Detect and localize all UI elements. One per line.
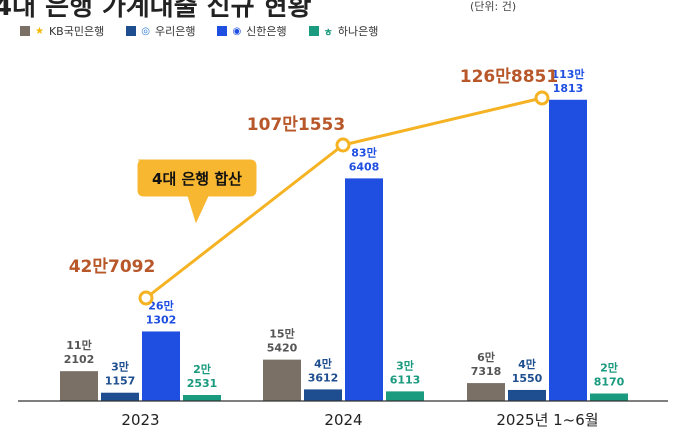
x-tick-label-1: 2024 [324, 411, 362, 429]
bar-label-0-2-1: 7318 [471, 365, 502, 378]
bar-2-2 [549, 99, 587, 402]
bar-label-3-2-0: 2만 [600, 361, 618, 375]
bar-label-2-0-1: 1302 [146, 313, 177, 326]
shinhan-logo-icon: ◉ [232, 25, 242, 37]
bar-2-0 [142, 331, 180, 401]
legend-label-woori: 우리은행 [154, 25, 196, 38]
x-tick-label-0: 2023 [121, 411, 159, 429]
bar-label-2-2-0: 113만 [551, 67, 584, 81]
bar-3-0 [183, 395, 221, 401]
legend-swatch-shinhan [217, 26, 228, 36]
bar-label-1-0-0: 3만 [111, 360, 129, 374]
legend-item-kb: ★ KB국민은행 [20, 23, 104, 39]
bar-0-1 [263, 359, 301, 401]
bar-label-2-2-1: 1813 [553, 82, 584, 95]
legend-label-kb: KB국민은행 [48, 25, 105, 38]
legend-item-shinhan: ◉ 신한은행 [217, 23, 287, 39]
legend-item-hana: ㅎ 하나은행 [308, 23, 379, 39]
bar-1-0 [101, 392, 139, 401]
callout-box: 4대 은행 합산 [137, 159, 257, 224]
total-point-1 [335, 137, 351, 153]
legend-swatch-woori [126, 26, 137, 36]
callout-bubble [137, 159, 257, 224]
bar-1-2 [508, 389, 546, 401]
bar-label-1-2-1: 1550 [512, 372, 543, 385]
total-label-0: 42만7092 [69, 257, 156, 277]
bar-label-3-0-0: 2만 [193, 362, 211, 376]
total-label-2: 126만8851 [460, 67, 558, 87]
bar-label-1-1-0: 4만 [314, 356, 332, 370]
legend-swatch-kb [20, 26, 30, 36]
kb-logo-icon: ★ [35, 25, 44, 37]
legend-swatch-hana [308, 26, 319, 36]
total-label-1: 107만1553 [247, 115, 345, 135]
chart-title: 4대 은행 가계대출 신규 현황 [0, 0, 312, 22]
x-tick-label-2: 2025년 1~6월 [496, 411, 598, 429]
unit-label: (단위: 건) [470, 0, 517, 13]
bar-label-0-0-1: 2102 [64, 353, 95, 366]
bar-0-2 [467, 383, 505, 401]
legend: ★ KB국민은행 ◎ 우리은행 ◉ 신한은행 ㅎ 하나은행 [20, 22, 378, 40]
bar-label-1-1-1: 3612 [308, 371, 339, 384]
bar-1-1 [304, 389, 342, 401]
hana-logo-icon: ㅎ [323, 27, 333, 39]
total-point-0 [138, 290, 154, 306]
bar-label-2-1-0: 83만 [351, 145, 376, 159]
legend-label-hana: 하나은행 [337, 25, 379, 38]
bar-3-2 [590, 393, 628, 401]
bar-label-2-0-0: 26만 [148, 298, 173, 312]
bar-label-3-1-1: 6113 [390, 373, 421, 386]
total-line-layer: 42만7092 107만1553 126만8851 [69, 67, 558, 306]
bar-label-1-2-0: 4만 [518, 357, 536, 371]
bar-label-0-1-0: 15만 [269, 327, 294, 341]
bar-label-1-0-1: 1157 [105, 375, 136, 388]
bar-label-0-0-0: 11만 [66, 338, 91, 352]
bar-label-0-1-1: 5420 [267, 342, 298, 355]
bar-label-0-2-0: 6만 [477, 350, 495, 364]
x-tick-labels: 2023 2024 2025년 1~6월 [121, 411, 598, 429]
title-bar: 4대 은행 가계대출 신규 현황 (단위: 건) [0, 0, 686, 22]
bar-label-3-0-1: 2531 [187, 377, 218, 390]
bar-0-0 [60, 371, 98, 401]
legend-label-shinhan: 신한은행 [246, 25, 287, 38]
bar-label-3-2-1: 8170 [594, 376, 625, 389]
bar-2-1 [345, 178, 383, 401]
bar-3-1 [386, 391, 424, 401]
legend-item-woori: ◎ 우리은행 [126, 23, 195, 39]
bar-label-2-1-1: 6408 [349, 160, 380, 173]
bars-layer: 11만21023만115726만13022만253115만54204만36128… [60, 67, 628, 402]
woori-logo-icon: ◎ [141, 25, 150, 37]
callout-text: 4대 은행 합산 [152, 170, 242, 188]
total-point-2 [534, 90, 550, 106]
bar-label-3-1-0: 3만 [396, 358, 414, 372]
